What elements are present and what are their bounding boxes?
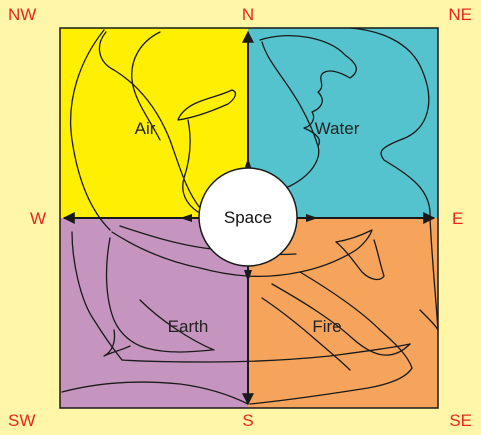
earth-label: Earth bbox=[168, 317, 209, 336]
direction-n: N bbox=[242, 5, 254, 24]
figure-outline bbox=[61, 27, 439, 405]
direction-se: SE bbox=[449, 411, 472, 430]
air-label: Air bbox=[135, 119, 156, 138]
direction-labels: NW N NE W E SW S SE bbox=[8, 5, 472, 430]
direction-s: S bbox=[242, 411, 253, 430]
inner-arrowheads bbox=[180, 158, 318, 282]
space-circle bbox=[198, 167, 298, 267]
fire-label: Fire bbox=[312, 317, 341, 336]
water-label: Water bbox=[315, 119, 360, 138]
direction-e: E bbox=[452, 209, 463, 228]
direction-sw: SW bbox=[8, 411, 35, 430]
direction-nw: NW bbox=[8, 5, 36, 24]
space-label: Space bbox=[224, 208, 272, 227]
direction-ne: NE bbox=[448, 5, 472, 24]
outer-border bbox=[59, 27, 439, 409]
direction-w: W bbox=[30, 209, 46, 228]
